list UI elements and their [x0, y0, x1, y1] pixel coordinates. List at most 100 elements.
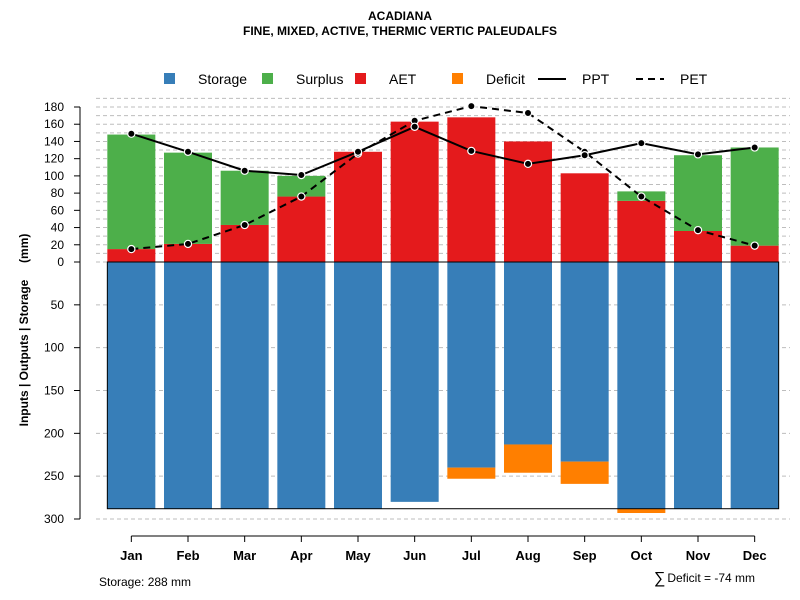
bars: [106, 117, 780, 514]
x-tick-label: Apr: [290, 548, 312, 563]
deficit-total-note: ∑ Deficit = -74 mm: [654, 570, 755, 588]
pet-point: [467, 101, 476, 111]
surplus-bar: [730, 147, 779, 246]
x-tick-label: Dec: [743, 548, 767, 563]
pet-point: [183, 239, 193, 249]
storage-bar: [674, 262, 722, 509]
surplus-bar: [674, 155, 722, 231]
aet-bar: [560, 173, 609, 262]
y-tick-label: 100: [44, 169, 64, 183]
y-tick-label: 50: [51, 298, 65, 312]
aet-bar: [334, 151, 382, 262]
ppt-point: [127, 129, 136, 138]
ppt-point: [693, 150, 703, 159]
y-tick-label: 160: [44, 117, 64, 131]
surplus-bar: [277, 175, 326, 197]
aet-bar: [277, 196, 326, 262]
y-tick-label: 120: [44, 152, 64, 166]
surplus-bar: [107, 134, 156, 250]
y-tick-label: 80: [51, 186, 65, 200]
storage-bar: [220, 262, 269, 509]
x-tick-label: Feb: [176, 548, 199, 563]
ppt-point: [523, 159, 533, 169]
storage-bar: [560, 262, 609, 462]
pet-point: [693, 225, 703, 235]
deficit-bar: [560, 461, 609, 484]
aet-bar: [107, 249, 156, 262]
legend-label: Storage: [198, 71, 247, 87]
storage-bar: [447, 262, 496, 468]
storage-bar: [164, 262, 212, 509]
pet-point: [750, 241, 759, 250]
x-tick-label: Oct: [630, 548, 652, 563]
legend-label: AET: [389, 71, 417, 87]
storage-bar: [390, 262, 439, 502]
storage-bar: [730, 262, 779, 509]
y-axis-label: Inputs | Outputs | Storage (mm): [17, 234, 31, 427]
storage-bar: [617, 262, 666, 509]
legend-label: Deficit: [486, 71, 525, 87]
pet-point: [240, 220, 249, 230]
legend-swatch: [452, 73, 463, 84]
surplus-bar: [164, 152, 212, 244]
storage-bar: [334, 262, 382, 509]
aet-bar: [674, 231, 722, 262]
x-tick-label: Aug: [515, 548, 540, 563]
y-tick-label: 100: [44, 341, 64, 355]
legend: Storage Surplus AET Deficit PPT PET: [164, 71, 708, 87]
ppt-point: [410, 122, 419, 132]
ppt-point: [240, 166, 249, 175]
y-tick-label: 140: [44, 134, 64, 148]
x-tick-label: Jan: [120, 548, 142, 563]
axes: 0 20 40 60 80 100 120 140 160 180 50 100 150 200 250 30…: [44, 100, 767, 563]
deficit-bar: [617, 508, 666, 514]
chart-title: ACADIANA: [368, 9, 432, 23]
y-tick-label: 200: [44, 426, 64, 440]
legend-swatch: [164, 73, 175, 84]
y-tick-label: 20: [51, 238, 65, 252]
ppt-point: [637, 138, 646, 148]
storage-total-note: Storage: 288 mm: [99, 575, 192, 589]
x-tick-label: Mar: [233, 548, 256, 563]
pet-point: [523, 108, 533, 118]
x-tick-label: Jun: [403, 548, 426, 563]
legend-label: Surplus: [296, 71, 343, 87]
storage-bar: [504, 262, 552, 445]
legend-swatch: [262, 73, 273, 84]
sum-icon: ∑: [653, 570, 666, 587]
ppt-point: [467, 146, 476, 156]
deficit-total-label: Deficit = -74 mm: [667, 571, 755, 585]
y-tick-label: 0: [57, 255, 64, 269]
x-tick-label: Nov: [686, 548, 711, 563]
aet-bar: [447, 117, 496, 262]
aet-bar: [164, 243, 212, 262]
y-tick-label: 300: [44, 512, 64, 526]
storage-bar: [107, 262, 156, 509]
ppt-line: [131, 125, 755, 177]
legend-swatch: [355, 73, 366, 84]
ppt-point: [580, 151, 589, 160]
storage-bar: [277, 262, 326, 509]
legend-label: PET: [680, 71, 708, 87]
deficit-bar: [447, 467, 496, 479]
x-tick-label: Sep: [573, 548, 597, 563]
pet-point: [637, 192, 646, 201]
y-tick-label: 60: [51, 203, 65, 217]
ppt-point: [297, 170, 306, 180]
aet-bar: [617, 200, 666, 262]
pet-point: [127, 244, 136, 254]
deficit-bar: [504, 444, 552, 473]
y-tick-label: 150: [44, 384, 64, 398]
chart-subtitle: FINE, MIXED, ACTIVE, THERMIC VERTIC PALE…: [242, 24, 557, 38]
ppt-point: [750, 143, 759, 152]
legend-label: PPT: [582, 71, 610, 87]
aet-bar: [390, 121, 439, 262]
x-tick-label: Jul: [462, 548, 481, 563]
y-tick-label: 250: [44, 469, 64, 483]
x-tick-label: May: [345, 548, 371, 563]
y-tick-label: 180: [44, 100, 64, 114]
ppt-point: [183, 147, 193, 156]
ppt-point: [353, 147, 363, 156]
pet-point: [297, 192, 306, 201]
